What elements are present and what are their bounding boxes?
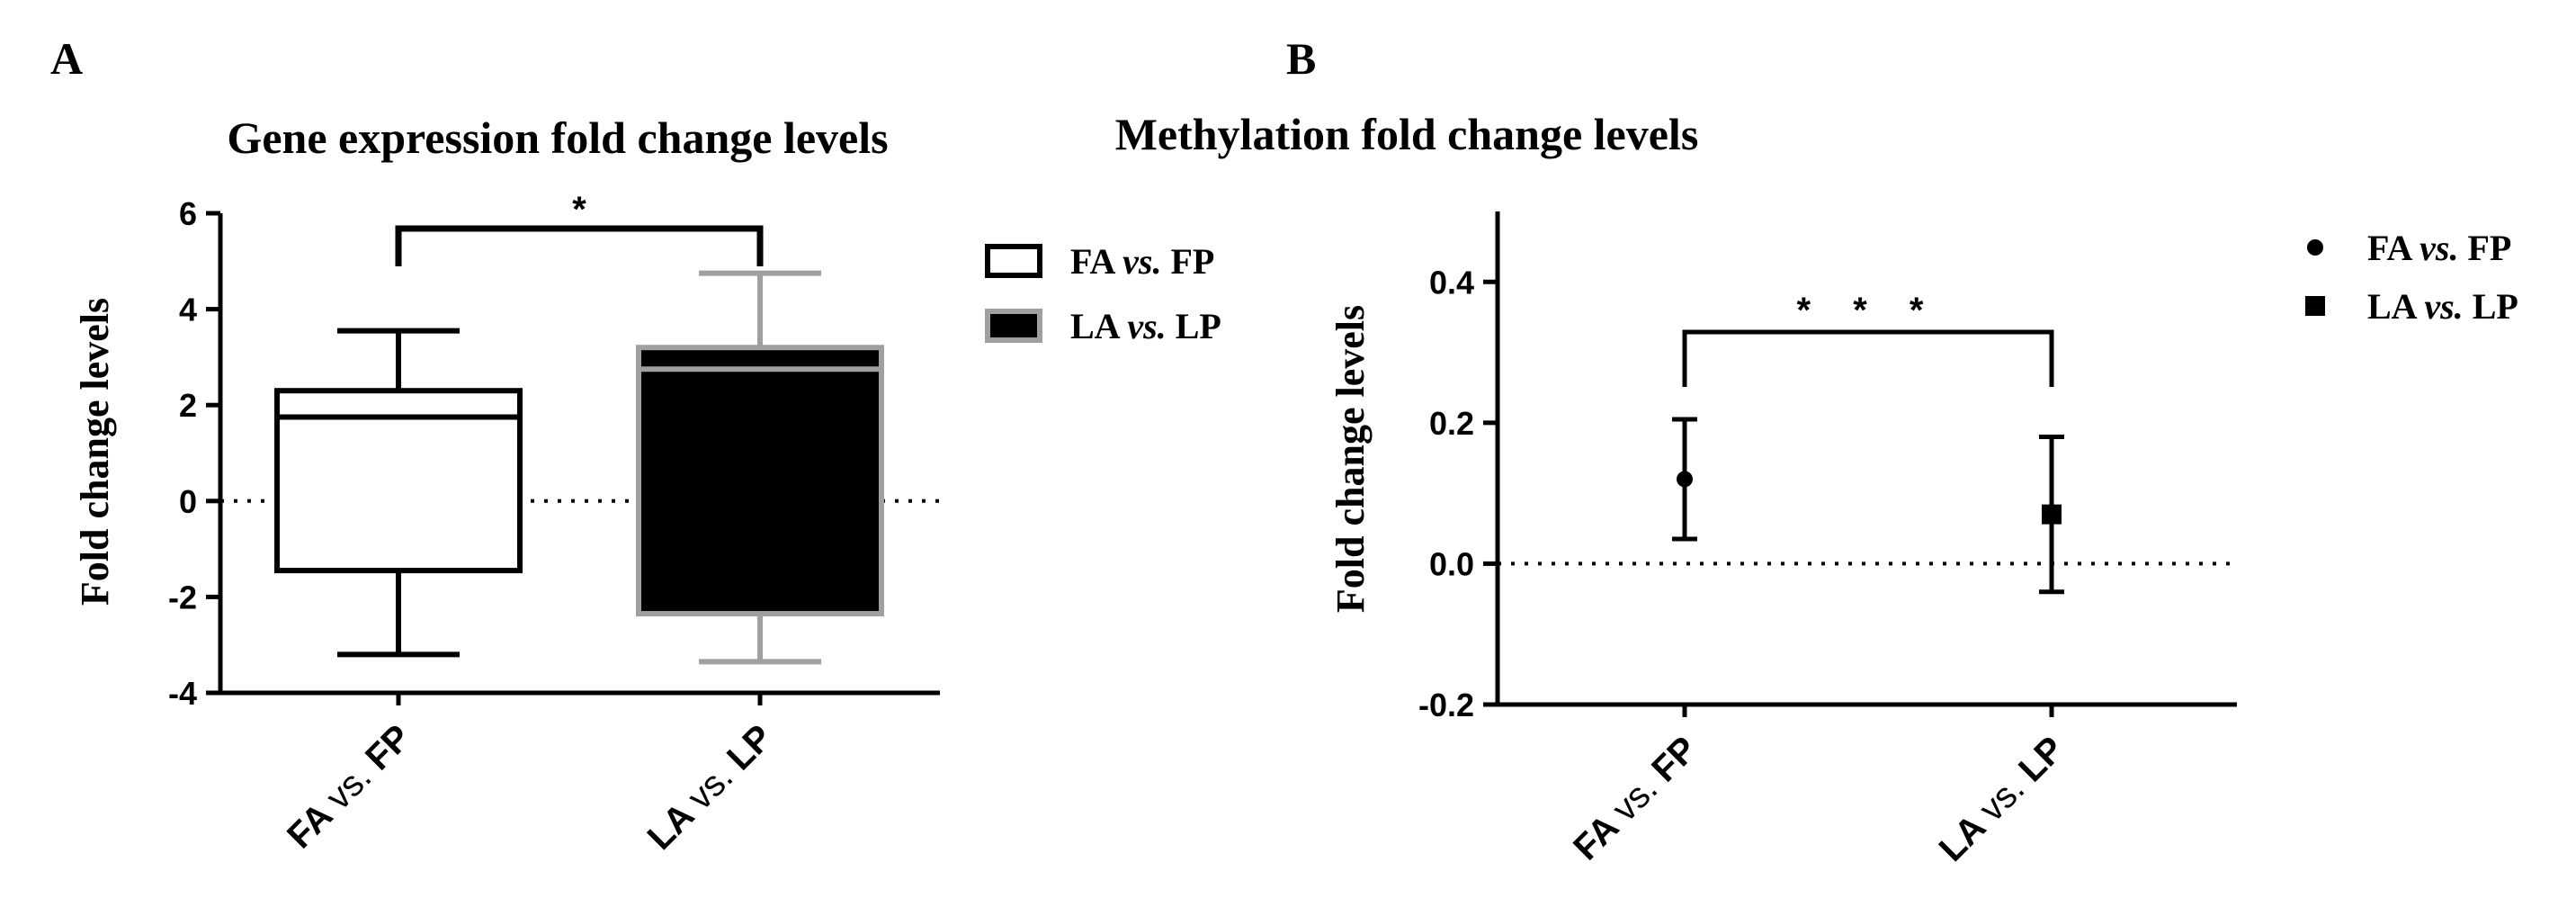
legend-label-prefix: LA — [2367, 286, 2424, 327]
y-tick-label: 6 — [179, 195, 197, 232]
legend-swatch — [985, 309, 1042, 343]
legend: FA vs. FP LA vs. LP — [2305, 228, 2518, 327]
legend: FA vs. FP LA vs. LP — [985, 241, 1221, 346]
legend-swatch — [985, 244, 1042, 278]
x-tick-label: LA vs. LP — [1932, 729, 2072, 869]
data-point-square — [2042, 504, 2062, 525]
legend-label: LA vs. LP — [2367, 286, 2518, 327]
y-tick-label: 2 — [179, 387, 197, 424]
legend-label-vs: vs. — [2424, 286, 2463, 327]
legend-label-suffix: FP — [2458, 228, 2511, 268]
significance-bracket — [1682, 329, 2054, 387]
chart-a-title: Gene expression fold change levels — [227, 112, 888, 163]
significance-label: * — [572, 190, 586, 229]
legend-label-vs: vs. — [1123, 241, 1161, 282]
legend-label-vs: vs. — [1127, 306, 1166, 346]
legend-marker-square — [2305, 296, 2325, 316]
x-tick-label: FA vs. FP — [1566, 729, 1704, 867]
legend-label-suffix: LP — [1167, 306, 1221, 346]
data-point-circle — [1677, 471, 1693, 488]
significance-label: * * * — [1797, 291, 1940, 330]
y-tick-label: -2 — [168, 579, 197, 615]
chart-b-ylabel: Fold change levels — [1328, 305, 1373, 613]
y-tick-label: -4 — [168, 675, 197, 712]
x-tick-label: LA vs. LP — [640, 717, 781, 858]
legend-label: FA vs. FP — [2367, 228, 2511, 268]
y-tick-label: 0.4 — [1429, 264, 1474, 301]
significance-bracket — [395, 225, 764, 266]
y-tick-label: 0 — [179, 483, 197, 520]
panel-letter-a: A — [50, 33, 83, 84]
box — [274, 388, 523, 574]
legend-label-prefix: LA — [1070, 306, 1127, 346]
panel-letter-b: B — [1286, 33, 1316, 84]
y-tick-label: 4 — [179, 292, 197, 328]
x-tick-label: FA vs. FP — [280, 717, 418, 856]
legend-label-prefix: FA — [2367, 228, 2419, 268]
legend-label: LA vs. LP — [1070, 306, 1221, 346]
legend-label: FA vs. FP — [1070, 241, 1214, 282]
chart-gene-expression: Gene expression fold change levels Fold … — [73, 112, 1221, 858]
legend-label-suffix: LP — [2464, 286, 2518, 327]
box — [636, 345, 884, 617]
y-tick-label: 0.0 — [1429, 545, 1474, 582]
legend-label-vs: vs. — [2419, 228, 2458, 268]
legend-marker-circle — [2307, 239, 2323, 256]
chart-b-title: Methylation fold change levels — [1115, 109, 1699, 159]
chart-methylation: Methylation fold change levels Fold chan… — [1115, 109, 2518, 869]
legend-label-prefix: FA — [1070, 241, 1123, 282]
y-tick-label: -0.2 — [1418, 687, 1474, 723]
chart-a-ylabel: Fold change levels — [73, 298, 117, 606]
legend-label-suffix: FP — [1161, 241, 1214, 282]
y-tick-label: 0.2 — [1429, 405, 1474, 442]
